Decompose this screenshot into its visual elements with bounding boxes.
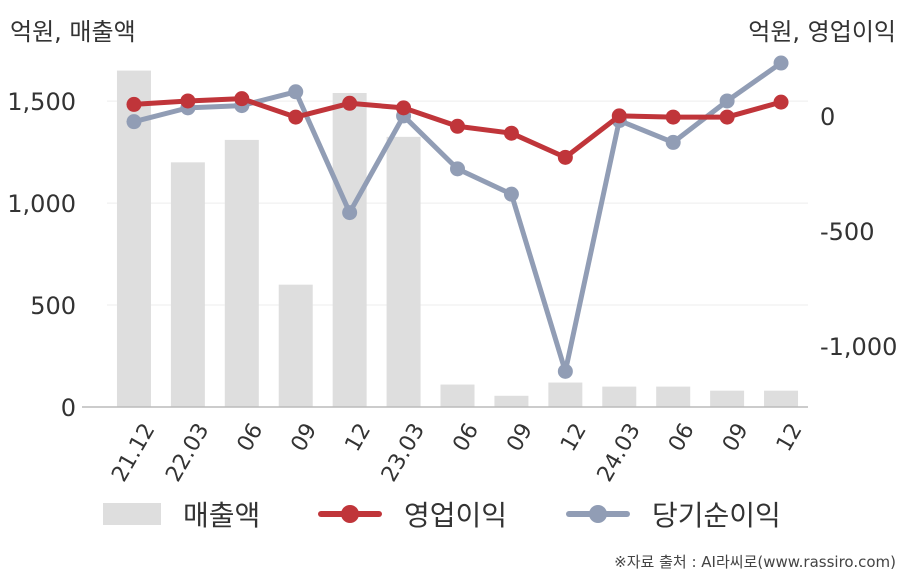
legend: 매출액 영업이익 당기순이익: [0, 492, 908, 536]
left-axis-unit: 억원, 매출액: [10, 18, 136, 46]
revenue-bar: [440, 384, 475, 407]
x-tick-label: 09: [287, 419, 323, 456]
revenue-bar: [602, 386, 637, 407]
net-income-point: [342, 205, 358, 221]
net-income-point: [450, 161, 465, 177]
operating-profit-point: [180, 93, 196, 109]
x-tick-label: 09: [718, 419, 754, 456]
operating-profit-point: [288, 109, 304, 125]
operating-profit-point: [665, 109, 681, 125]
legend-label-net-income: 당기순이익: [652, 499, 781, 532]
operating-profit-point: [450, 118, 465, 134]
x-tick-label: 24.03: [593, 419, 646, 486]
operating-profit-point: [342, 95, 358, 111]
left-axis-ticks: 0 500 1,000 1,500: [7, 88, 76, 422]
net-income-point: [557, 363, 573, 379]
net-income-point: [288, 84, 304, 100]
revenue-bar: [656, 386, 691, 407]
revenue-bar: [494, 395, 529, 407]
x-tick-label: 23.03: [377, 419, 430, 486]
operating-profit-point: [503, 125, 519, 141]
x-tick-label: 21.12: [107, 419, 160, 486]
legend-swatch-revenue: [103, 503, 161, 525]
legend-item-revenue: 매출액: [103, 492, 260, 536]
right-tick-label: -1,000: [820, 333, 897, 361]
operating-profit-point: [234, 91, 250, 107]
legend-item-operating-profit: 영업이익: [318, 492, 507, 536]
x-tick-label: 09: [502, 419, 538, 456]
operating-profit-point: [611, 108, 627, 124]
operating-profit-point: [557, 149, 573, 165]
operating-profit-point: [396, 100, 412, 116]
legend-swatch-operating-profit: [318, 503, 382, 525]
left-tick-label: 1,000: [7, 190, 76, 218]
legend-label-revenue: 매출액: [183, 499, 261, 532]
source-credit: ※자료 출처 : AI라씨로(www.rassiro.com): [614, 553, 896, 571]
left-tick-label: 1,500: [7, 88, 76, 116]
revenue-bar: [170, 162, 205, 407]
left-tick-label: 500: [30, 292, 76, 320]
legend-label-operating-profit: 영업이익: [404, 499, 508, 532]
revenue-bar: [332, 93, 367, 407]
right-axis-ticks: 0 -500 -1,000: [820, 103, 897, 361]
x-tick-label: 12: [341, 419, 377, 456]
legend-item-net-income: 당기순이익: [566, 492, 781, 536]
revenue-bar: [710, 390, 745, 407]
revenue-bar: [278, 284, 313, 407]
right-tick-label: -500: [820, 218, 874, 246]
revenue-bar: [548, 382, 583, 407]
operating-profit-point: [719, 109, 735, 125]
net-income-point: [719, 93, 735, 109]
operating-profit-point: [126, 96, 142, 112]
operating-profit-series: [126, 91, 789, 165]
legend-swatch-net-income: [566, 503, 630, 525]
revenue-bar: [224, 139, 259, 407]
net-income-point: [126, 114, 142, 130]
operating-profit-point: [773, 94, 789, 110]
x-tick-label: 12: [772, 419, 808, 456]
combo-chart: 0 500 1,000 1,500 0 -500 -1,000 21.12 22.03 06 0…: [7, 55, 897, 486]
x-axis-labels: 21.12 22.03 06 09 12 23.03 06 09 12 24.03 06 09 12: [107, 419, 807, 486]
x-tick-label: 06: [233, 419, 269, 456]
x-tick-label: 12: [556, 419, 592, 456]
revenue-bar: [386, 136, 421, 407]
net-income-point: [665, 134, 681, 150]
left-tick-label: 0: [61, 394, 76, 422]
revenue-bar: [764, 390, 799, 407]
net-income-point: [773, 55, 789, 71]
x-tick-label: 06: [448, 419, 484, 456]
right-tick-label: 0: [820, 103, 835, 131]
right-axis-unit: 억원, 영업이익: [748, 18, 896, 46]
x-tick-label: 22.03: [161, 419, 214, 486]
net-income-point: [503, 186, 519, 202]
x-tick-label: 06: [664, 419, 700, 456]
